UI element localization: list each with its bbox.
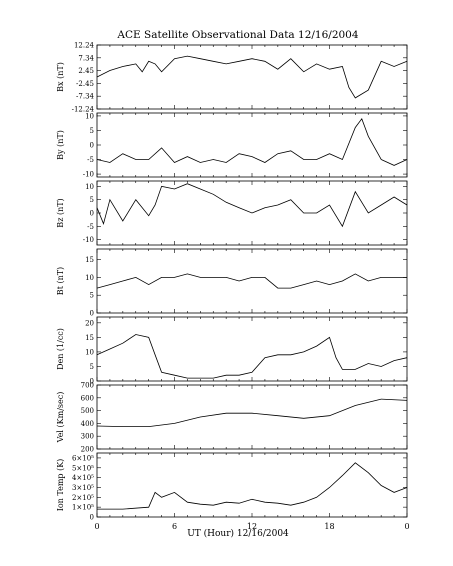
y-tick-label: 15 bbox=[85, 334, 94, 342]
y-tick-label: 0 bbox=[90, 378, 94, 386]
y-tick-label: 5×10⁵ bbox=[72, 464, 94, 472]
y-tick-label: -10 bbox=[83, 236, 94, 244]
y-tick-label: 0 bbox=[90, 210, 94, 218]
y-axis-label: Bx (nT) bbox=[56, 62, 65, 92]
y-axis-label: Den (1/cc) bbox=[56, 328, 65, 370]
y-tick-label: 0 bbox=[90, 514, 94, 522]
y-tick-label: 1×10⁵ bbox=[72, 504, 94, 512]
panel-4: 15 10 5 0 Bt (nT) bbox=[56, 248, 408, 318]
y-axis-label: Bt (nT) bbox=[56, 267, 65, 295]
y-tick-label: -10 bbox=[83, 171, 94, 179]
y-axis-label: Ion Temp (K) bbox=[56, 459, 65, 512]
x-tick-label: 6 bbox=[172, 522, 177, 531]
y-tick-label: 0 bbox=[90, 142, 94, 150]
y-tick-label: 5 bbox=[90, 292, 94, 300]
series-line bbox=[96, 273, 407, 289]
series-line bbox=[96, 334, 408, 379]
panel-frame bbox=[96, 44, 408, 110]
series-line bbox=[96, 183, 408, 228]
panel-1: 12.24 7.34 2.45 -2.45 -7.34 -12.24 Bx (nT) bbox=[56, 42, 408, 114]
y-tick-label: 5 bbox=[90, 127, 94, 135]
y-tick-label: 5 bbox=[90, 196, 94, 204]
y-axis-label: By (nT) bbox=[56, 130, 65, 160]
y-tick-label: 10 bbox=[85, 183, 94, 191]
y-tick-label: 10 bbox=[85, 112, 94, 120]
y-tick-label: 300 bbox=[81, 433, 94, 441]
y-tick-label: 2×10⁵ bbox=[72, 494, 94, 502]
y-tick-label: 7.34 bbox=[78, 54, 94, 62]
panel-frame bbox=[96, 384, 408, 450]
y-tick-label: 2.45 bbox=[78, 67, 94, 75]
y-tick-label: 700 bbox=[81, 382, 94, 390]
y-tick-label: -7.34 bbox=[76, 93, 94, 101]
y-tick-label: 4×10⁵ bbox=[72, 474, 94, 482]
y-tick-label: 500 bbox=[81, 407, 94, 415]
x-tick-label: 0 bbox=[94, 522, 99, 531]
y-tick-label: 10 bbox=[85, 348, 94, 356]
y-tick-label: 6×10⁵ bbox=[72, 454, 94, 462]
x-axis-label: UT (Hour) 12/16/2004 bbox=[187, 528, 289, 539]
series-line bbox=[97, 462, 408, 510]
series-line bbox=[96, 398, 408, 428]
y-tick-label: 12.24 bbox=[74, 42, 95, 50]
y-axis-label: Vel (Km/sec) bbox=[56, 392, 65, 444]
y-tick-label: 0 bbox=[90, 310, 94, 318]
panel-frame bbox=[96, 248, 408, 314]
panel-2: 10 5 0 -5 -10 By (nT) bbox=[56, 112, 408, 179]
y-tick-label: -12.24 bbox=[72, 106, 95, 114]
y-tick-label: 600 bbox=[81, 394, 94, 402]
series-line bbox=[96, 55, 408, 99]
y-axis-label: Bz (nT) bbox=[56, 198, 65, 227]
y-tick-label: 200 bbox=[81, 446, 94, 454]
x-tick-label: 12 bbox=[247, 522, 257, 531]
series-line bbox=[96, 117, 408, 166]
y-tick-label: -2.45 bbox=[76, 80, 94, 88]
y-tick-label: 400 bbox=[81, 420, 94, 428]
y-tick-label: 15 bbox=[85, 256, 94, 264]
panel-7: 6×10⁵ 5×10⁵ 4×10⁵ 3×10⁵ 2×10⁵ 1×10⁵ 0 Ion Temp … bbox=[56, 452, 408, 522]
panel-frame bbox=[96, 316, 408, 382]
y-tick-label: 10 bbox=[85, 274, 94, 282]
y-tick-label: 3×10⁵ bbox=[72, 484, 94, 492]
y-tick-label: -5 bbox=[87, 156, 94, 164]
panel-frame bbox=[96, 112, 408, 178]
y-tick-label: 5 bbox=[90, 363, 94, 371]
panel-5: 20 15 10 5 0 Den (1/cc) bbox=[56, 316, 408, 386]
panel-3: 10 5 0 -5 -10 Bz (nT) bbox=[56, 180, 408, 246]
x-tick-label: 0 bbox=[404, 522, 409, 531]
x-tick-label: 18 bbox=[324, 522, 334, 531]
y-tick-label: -5 bbox=[87, 223, 94, 231]
chart-title: ACE Satellite Observational Data 12/16/2… bbox=[116, 29, 358, 41]
panel-6: 700 600 500 400 300 200 Vel (Km/sec) bbox=[56, 382, 408, 454]
y-tick-label: 20 bbox=[85, 319, 94, 327]
